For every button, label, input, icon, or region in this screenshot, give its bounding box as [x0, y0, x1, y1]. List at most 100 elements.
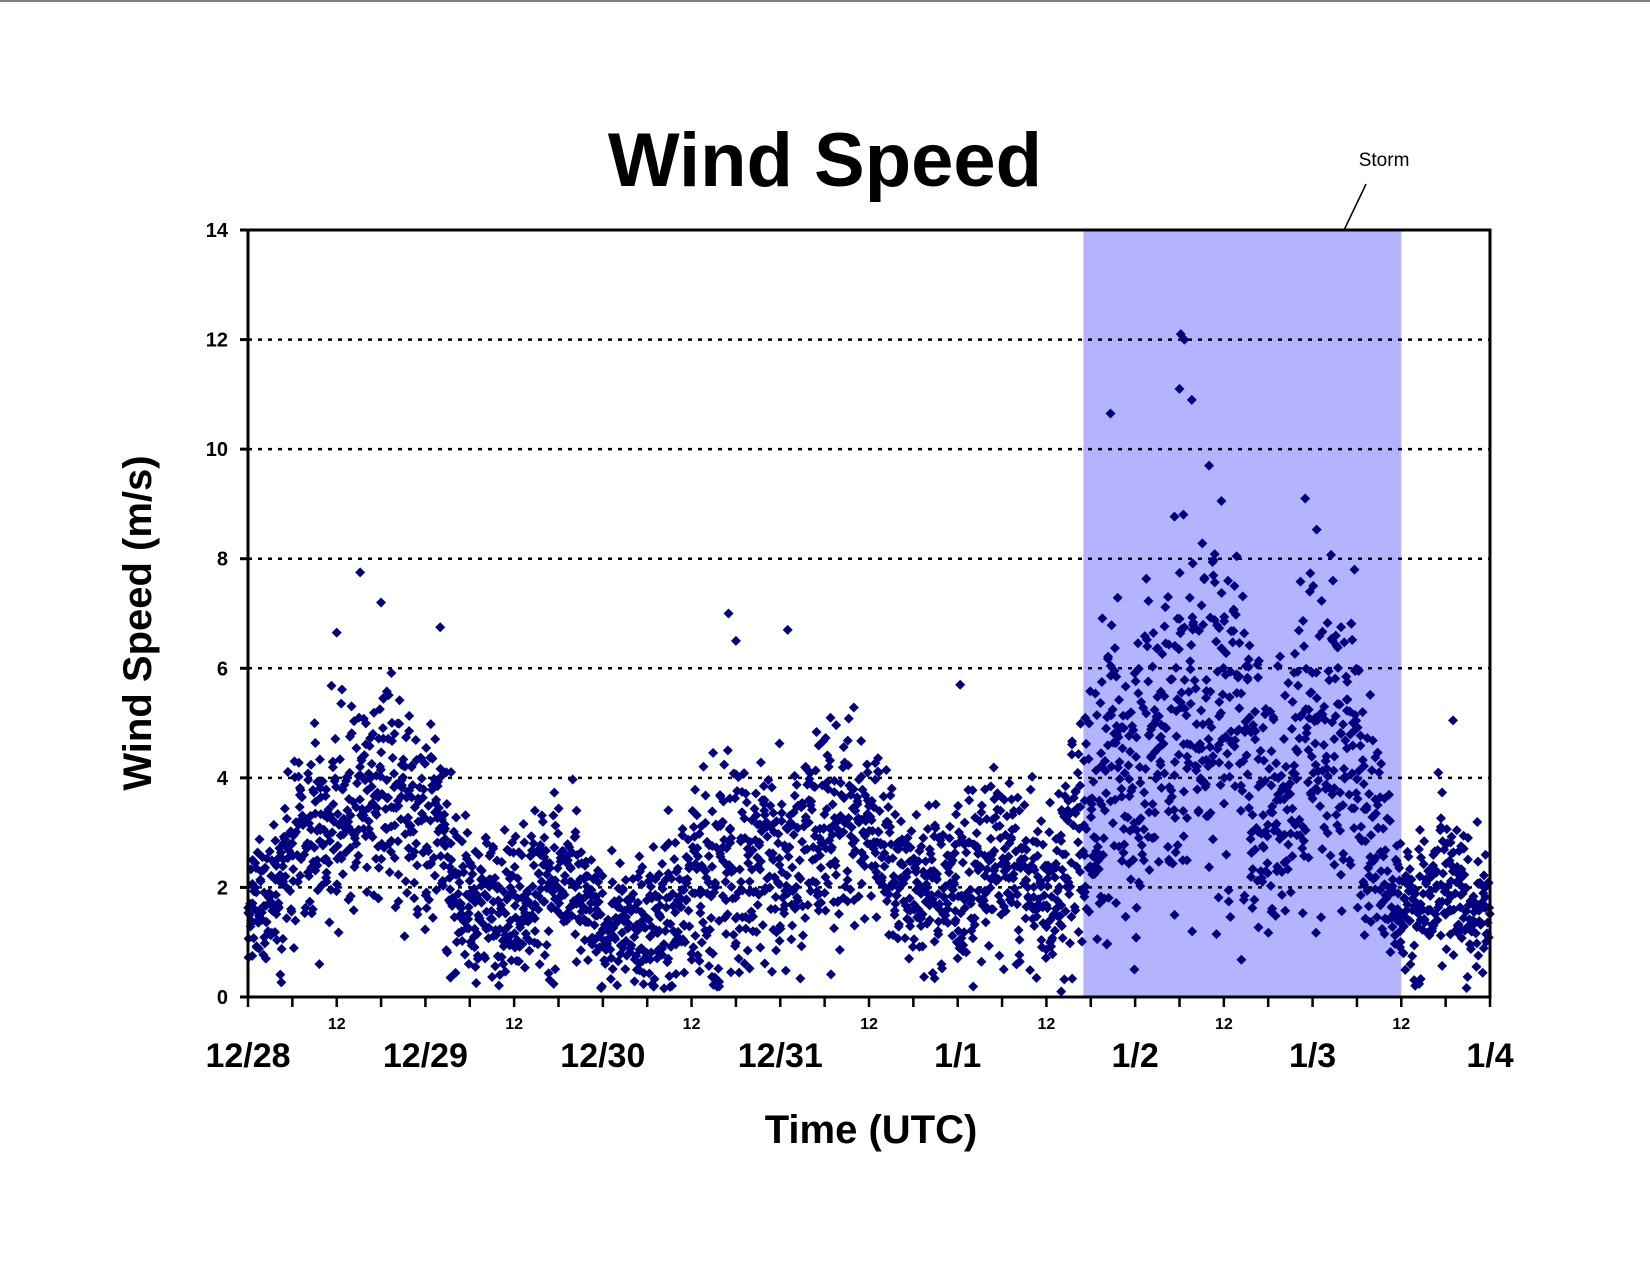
data-point: [1461, 883, 1472, 894]
data-point: [353, 850, 364, 861]
data-point: [1329, 859, 1340, 870]
data-point: [1242, 674, 1253, 685]
data-point: [776, 816, 787, 827]
data-point: [614, 894, 625, 905]
data-point: [649, 974, 660, 985]
data-point: [409, 846, 420, 857]
data-point: [1480, 849, 1491, 860]
data-point: [721, 928, 732, 939]
data-point: [331, 879, 342, 890]
data-point: [881, 765, 892, 776]
data-point: [967, 893, 978, 904]
data-point: [1342, 694, 1353, 705]
data-point: [725, 823, 736, 834]
data-point: [838, 742, 849, 753]
data-point: [770, 904, 781, 915]
data-point: [999, 843, 1010, 854]
data-point: [463, 908, 474, 919]
data-point: [1207, 834, 1218, 845]
data-point: [961, 847, 972, 858]
data-point: [971, 828, 982, 839]
data-point: [593, 896, 604, 907]
data-point: [1293, 680, 1304, 691]
data-point: [536, 810, 547, 821]
data-point: [1230, 609, 1241, 620]
data-point: [259, 938, 270, 949]
data-point: [394, 718, 405, 729]
data-point: [1200, 692, 1211, 703]
data-point: [1286, 723, 1297, 734]
data-point: [1169, 770, 1180, 781]
data-point: [337, 869, 348, 880]
data-point: [680, 937, 691, 948]
y-tick-label: 10: [206, 439, 228, 461]
data-point: [743, 858, 754, 869]
data-point: [1419, 917, 1430, 928]
data-point: [873, 753, 884, 764]
data-point: [976, 956, 987, 967]
data-point: [835, 778, 846, 789]
data-point: [1351, 774, 1362, 785]
data-point: [714, 981, 725, 992]
data-point: [533, 939, 544, 950]
data-point: [1006, 832, 1017, 843]
data-point: [660, 925, 671, 936]
data-point: [827, 799, 838, 810]
data-point: [1170, 812, 1181, 823]
data-point: [655, 912, 666, 923]
data-point: [1310, 738, 1321, 749]
data-point: [891, 890, 902, 901]
data-point: [474, 913, 485, 924]
data-point: [1226, 726, 1237, 737]
data-point: [932, 868, 943, 879]
data-point: [1282, 864, 1293, 875]
data-point: [280, 871, 291, 882]
data-point: [1292, 746, 1303, 757]
data-point: [856, 878, 867, 889]
data-point: [738, 769, 749, 780]
data-point: [1055, 910, 1066, 921]
data-point: [309, 842, 320, 853]
data-point: [1114, 694, 1125, 705]
data-point: [310, 737, 321, 748]
data-point: [324, 917, 335, 928]
data-point: [806, 804, 817, 815]
data-point: [1187, 558, 1198, 569]
data-point: [1149, 704, 1160, 715]
data-point: [657, 883, 668, 894]
data-point: [373, 862, 384, 873]
data-point: [1335, 869, 1346, 880]
data-point: [279, 803, 290, 814]
data-point: [607, 877, 618, 888]
data-point: [958, 940, 969, 951]
data-point: [1289, 760, 1300, 771]
data-point: [620, 874, 631, 885]
data-point: [895, 816, 906, 827]
data-point: [571, 956, 582, 967]
data-point: [1041, 952, 1052, 963]
data-point: [459, 949, 470, 960]
data-point: [744, 876, 755, 887]
data-point: [345, 891, 356, 902]
data-point: [1055, 830, 1066, 841]
data-point: [1003, 851, 1014, 862]
data-point: [505, 915, 516, 926]
data-point: [352, 778, 363, 789]
storm-shading: [1083, 230, 1402, 997]
data-point: [251, 887, 262, 898]
data-point: [529, 805, 540, 816]
data-point: [1384, 789, 1395, 800]
data-point: [307, 904, 318, 915]
data-point: [1291, 774, 1302, 785]
data-point: [250, 858, 261, 869]
data-point: [638, 979, 649, 990]
data-point: [607, 963, 618, 974]
data-point: [1119, 839, 1130, 850]
data-point: [763, 775, 774, 786]
data-point: [959, 927, 970, 938]
data-point: [1042, 881, 1053, 892]
data-point: [787, 862, 798, 873]
data-point: [1059, 974, 1070, 985]
data-point: [665, 919, 676, 930]
data-point: [821, 804, 832, 815]
